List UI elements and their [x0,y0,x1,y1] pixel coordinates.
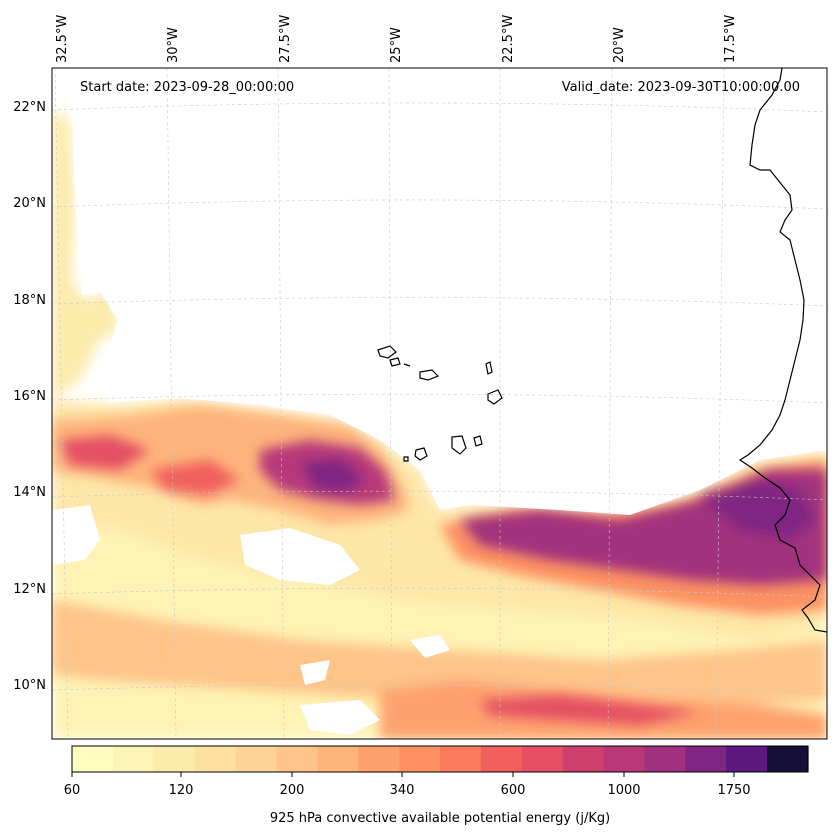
lat-label: 22°N [13,100,46,115]
map-plot-area: Start date: 2023-09-28_00:00:00 Valid_da… [52,68,827,739]
lat-label: 20°N [13,196,46,211]
colorbar-swatch [521,746,564,772]
colorbar-swatch [276,746,318,772]
lon-label: 20°W [612,27,627,63]
lon-label: 30°W [166,27,181,63]
lat-label: 16°N [13,389,46,404]
lon-label: 27.5°W [278,15,293,63]
colorbar-swatch [72,746,114,772]
colorbar-ticks [71,772,735,777]
colorbar-swatch [767,746,809,772]
graticule [52,68,827,739]
colorbar-tick-label: 600 [501,783,526,798]
lat-label: 14°N [13,485,46,500]
colorbar-swatches [72,746,809,772]
valid-date-label: Valid_date: 2023-09-30T10:00:00.00 [562,80,800,95]
colorbar-tick-label: 340 [390,783,415,798]
colorbar-swatch [726,746,768,772]
colorbar-swatch [235,746,278,772]
colorbar-swatch [358,746,400,772]
start-date-label: Start date: 2023-09-28_00:00:00 [80,80,294,95]
colorbar-swatch [603,746,646,772]
colorbar-tick-labels: 60 120 200 340 600 1000 1750 [64,783,751,798]
colorbar-swatch [440,746,482,772]
lat-label: 10°N [13,678,46,693]
west-africa-coastline [738,68,827,633]
map-frame [51,67,828,740]
latitude-labels: 22°N 20°N 18°N 16°N 14°N 12°N 10°N [13,100,46,693]
longitude-labels: 32.5°W 30°W 27.5°W 25°W 22.5°W 20°W 17.5… [55,15,738,63]
cape-field-high [60,435,827,725]
colorbar-swatch [480,746,523,772]
colorbar-swatch [317,746,359,772]
colorbar-tick-label: 60 [64,783,81,798]
colorbar-swatch [153,746,196,772]
cape-verde-islands [377,345,503,462]
lat-label: 18°N [13,293,46,308]
colorbar-tick-label: 1000 [607,783,640,798]
colorbar-label: 925 hPa convective available potential e… [270,811,610,826]
lon-label: 32.5°W [55,15,70,63]
lat-label: 12°N [13,582,46,597]
lon-label: 17.5°W [723,15,738,63]
colorbar-swatch [399,746,441,772]
colorbar-swatch [644,746,686,772]
colorbar-tick-label: 200 [280,783,305,798]
colorbar-tick-label: 120 [169,783,194,798]
colorbar-swatch [562,746,605,772]
colorbar-swatch [194,746,237,772]
lon-label: 25°W [389,27,404,63]
colorbar: 60 120 200 340 600 1000 1750 925 hPa con… [64,745,809,826]
colorbar-tick-label: 1750 [717,783,750,798]
colorbar-swatch [112,746,155,772]
colorbar-frame [71,745,809,773]
colorbar-swatch [685,746,727,772]
lon-label: 22.5°W [501,15,516,63]
coastlines [377,68,827,633]
